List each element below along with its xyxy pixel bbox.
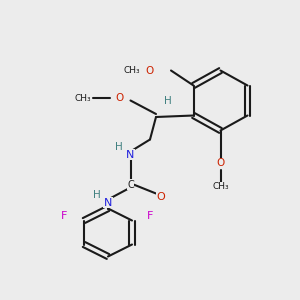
Text: CH₃: CH₃ (212, 182, 229, 191)
Text: C: C (127, 179, 134, 190)
Text: N: N (104, 197, 112, 208)
Text: O: O (156, 191, 165, 202)
Text: F: F (61, 211, 68, 221)
Text: O: O (116, 93, 124, 103)
Text: O: O (146, 65, 154, 76)
Text: H: H (93, 190, 101, 200)
Text: O: O (216, 158, 225, 169)
Text: F: F (147, 211, 153, 221)
Text: H: H (115, 142, 123, 152)
Text: CH₃: CH₃ (74, 94, 91, 103)
Text: N: N (126, 149, 135, 160)
Text: H: H (164, 95, 172, 106)
Text: CH₃: CH₃ (124, 66, 140, 75)
